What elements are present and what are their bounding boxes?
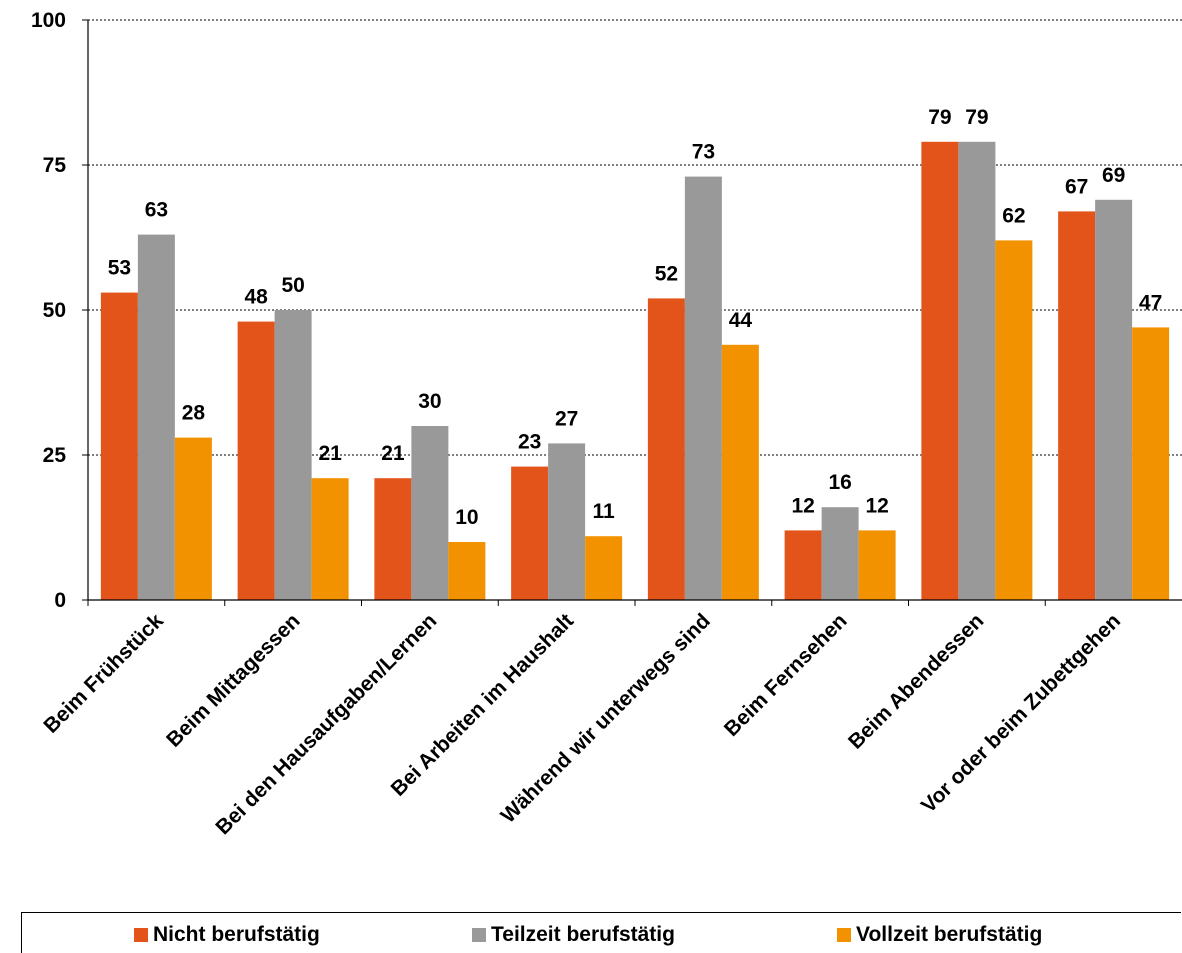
bar xyxy=(137,234,175,600)
data-label: 12 xyxy=(791,494,814,517)
legend-swatch xyxy=(472,928,486,942)
legend-label: Vollzeit berufstätig xyxy=(856,923,1043,946)
legend-item-nicht-berufstaetig: Nicht berufstätig xyxy=(134,923,320,947)
bar xyxy=(921,141,959,601)
bar xyxy=(511,466,549,600)
data-label: 52 xyxy=(655,262,678,285)
data-label: 27 xyxy=(555,407,578,430)
y-tick-label: 100 xyxy=(31,9,66,32)
legend-swatch xyxy=(134,928,148,942)
x-category-label: Bei den Hausaufgaben/Lernen xyxy=(211,609,441,839)
data-label: 50 xyxy=(281,274,304,297)
bar xyxy=(784,530,822,600)
bar-chart: 0 25 50 75 100 53 63 28 Beim Frühstück 48 50 21 Beim… xyxy=(31,9,1182,839)
bar xyxy=(448,542,486,600)
y-tick-label: 75 xyxy=(43,154,67,177)
legend-item-vollzeit-berufstaetig: Vollzeit berufstätig xyxy=(837,923,1042,947)
data-label: 69 xyxy=(1102,164,1125,187)
legend: Nicht berufstätig Teilzeit berufstätig V… xyxy=(21,912,1181,953)
data-label: 53 xyxy=(108,257,131,280)
legend-label: Nicht berufstätig xyxy=(153,923,320,946)
data-label: 23 xyxy=(518,431,541,454)
data-label: 47 xyxy=(1139,291,1162,314)
data-label: 62 xyxy=(1002,204,1025,227)
data-label: 79 xyxy=(928,106,951,129)
bar xyxy=(958,141,996,601)
data-label: 16 xyxy=(828,471,851,494)
data-label: 63 xyxy=(145,199,168,222)
data-label: 79 xyxy=(965,106,988,129)
legend-item-teilzeit-berufstaetig: Teilzeit berufstätig xyxy=(472,923,675,947)
bar xyxy=(1132,327,1170,600)
bar xyxy=(548,443,586,600)
y-tick-label: 0 xyxy=(54,589,66,612)
data-label: 28 xyxy=(182,402,206,425)
bar xyxy=(858,530,896,600)
bar xyxy=(721,344,759,600)
legend-swatch xyxy=(837,928,851,942)
bar xyxy=(237,321,275,600)
bar xyxy=(274,310,312,600)
bar xyxy=(411,426,449,600)
data-label: 67 xyxy=(1065,175,1088,198)
y-tick-label: 25 xyxy=(43,444,67,467)
data-label: 10 xyxy=(455,506,478,529)
bar xyxy=(1058,211,1096,600)
bar xyxy=(100,292,138,600)
y-tick-label: 50 xyxy=(43,299,66,322)
data-label: 44 xyxy=(729,309,753,332)
bar xyxy=(647,298,685,600)
bar xyxy=(1095,199,1133,601)
bar xyxy=(374,478,412,600)
bar xyxy=(995,240,1033,600)
x-category-label: Beim Fernsehen xyxy=(720,609,852,741)
data-label: 11 xyxy=(593,500,616,523)
data-label: 21 xyxy=(318,442,342,465)
bar xyxy=(585,536,623,600)
bar xyxy=(684,176,722,600)
legend-label: Teilzeit berufstätig xyxy=(491,923,675,946)
bar xyxy=(174,437,212,600)
x-category-label: Beim Frühstück xyxy=(39,609,168,738)
data-label: 12 xyxy=(865,494,888,517)
bar xyxy=(821,507,859,600)
data-label: 73 xyxy=(692,141,715,164)
bar xyxy=(311,478,349,600)
x-category-label: Beim Mittagessen xyxy=(162,609,305,752)
data-label: 30 xyxy=(418,390,441,413)
data-label: 21 xyxy=(381,442,405,465)
x-category-label: Beim Abendessen xyxy=(844,609,988,753)
data-label: 48 xyxy=(244,286,268,309)
